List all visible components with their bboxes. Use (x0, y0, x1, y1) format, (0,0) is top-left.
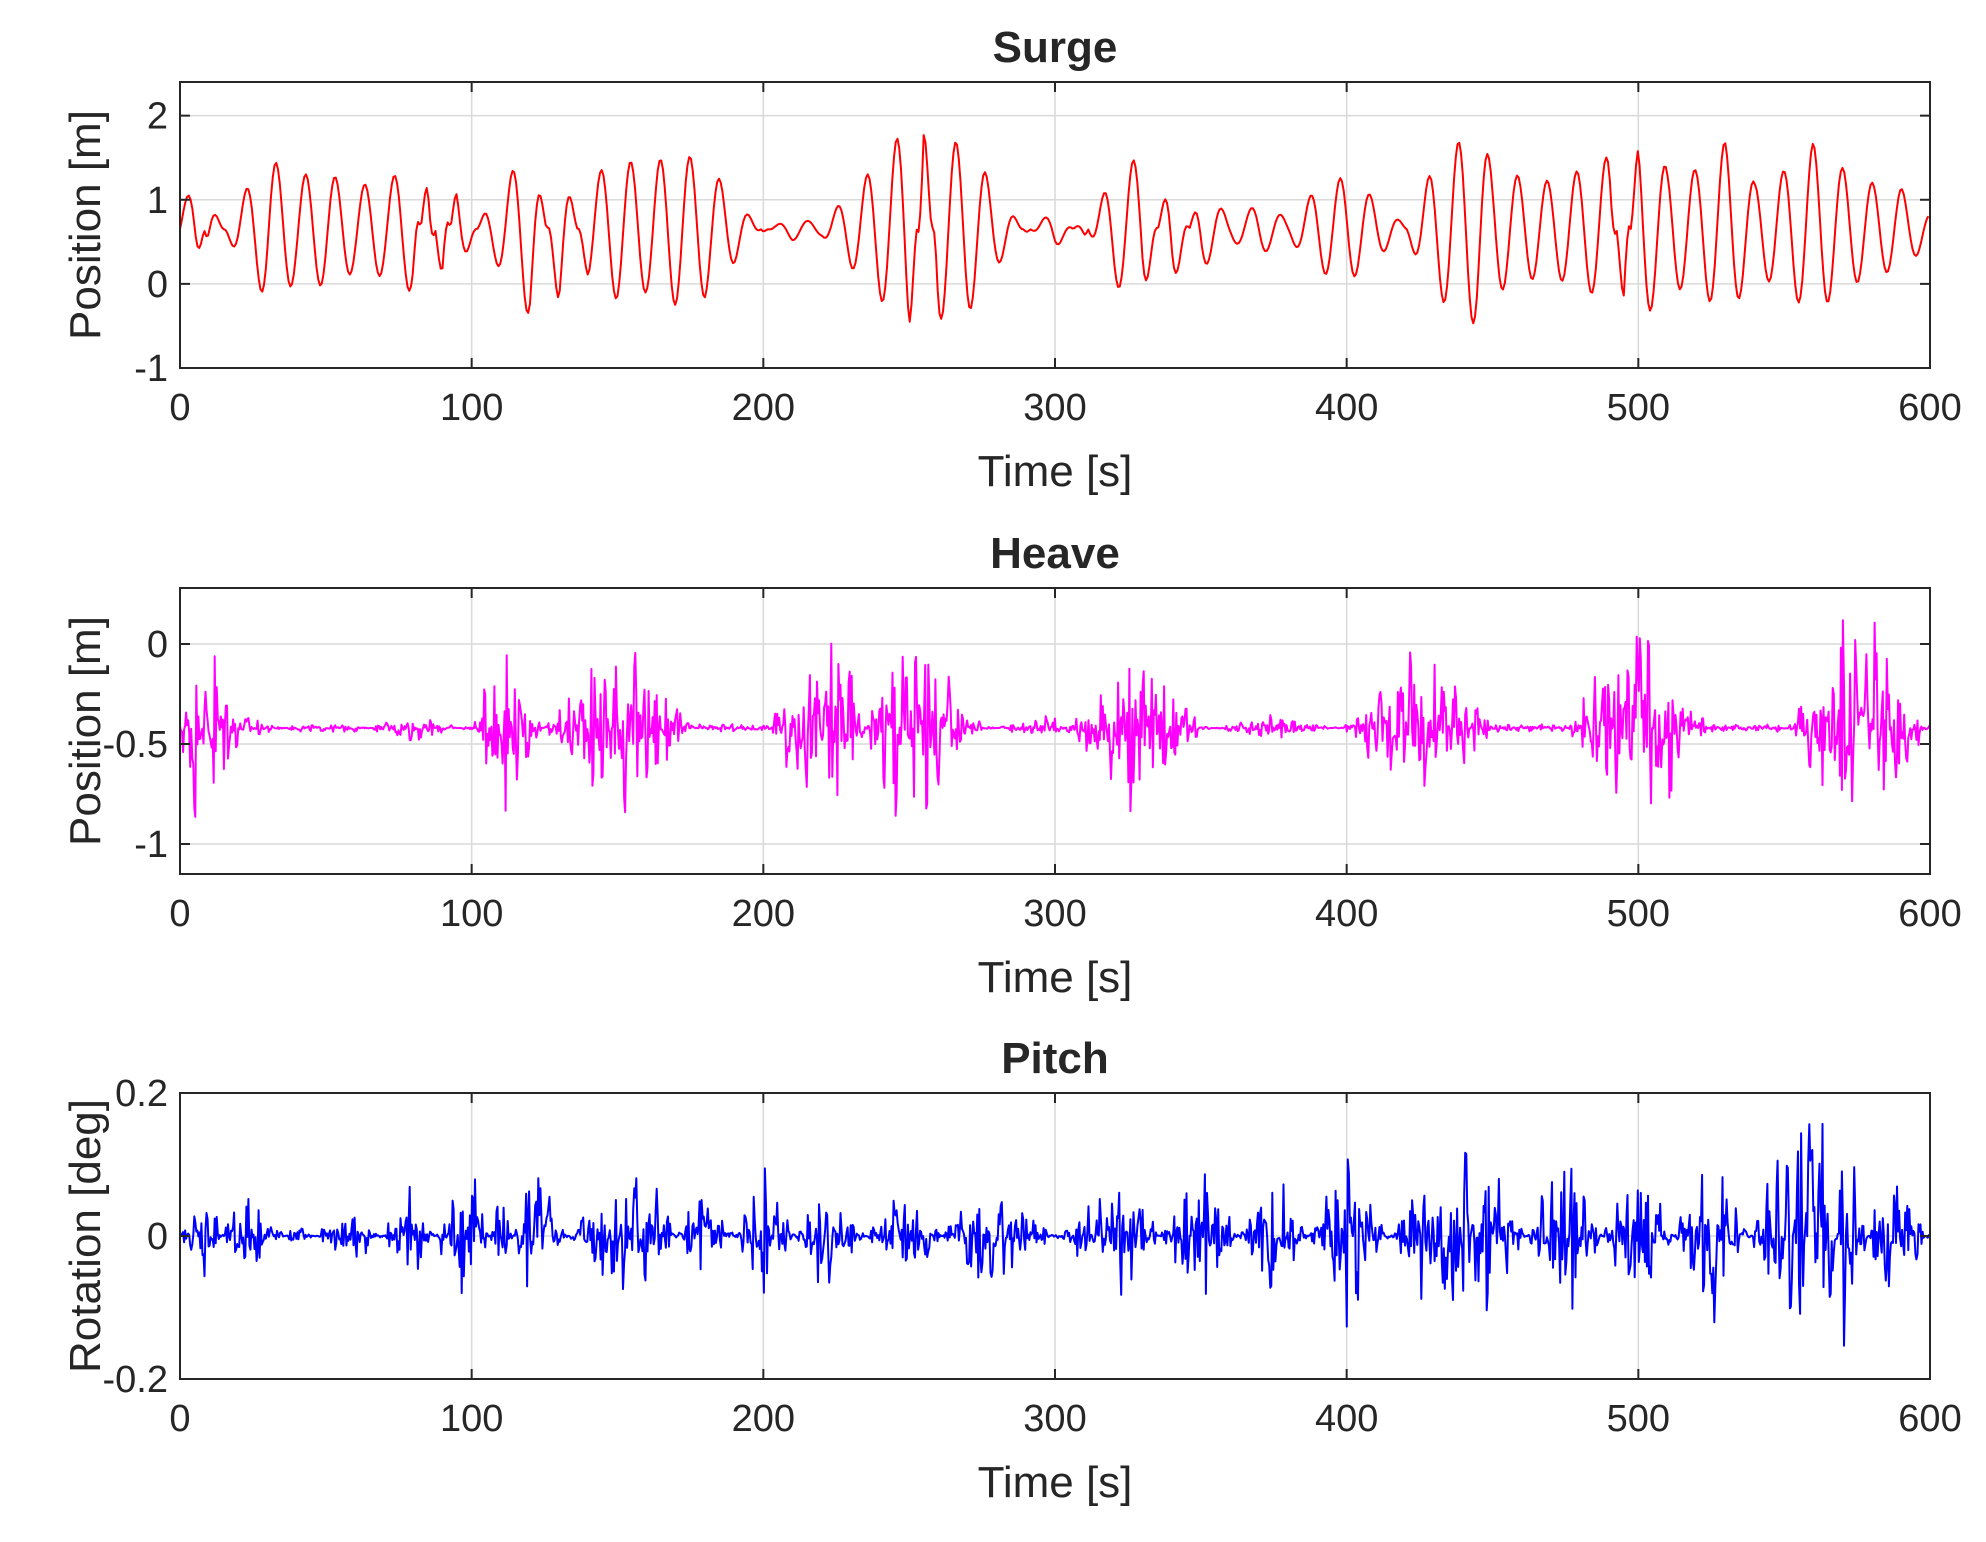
heave-xtick-label: 100 (440, 893, 503, 935)
heave-panel: 0 100 200 300 400 500 600 -1 -0.5 0 Heave Time [s] P… (61, 529, 1962, 1002)
surge-xtick-label: 0 (169, 387, 190, 429)
surge-xtick-label: 300 (1023, 387, 1086, 429)
surge-ytick-label: 0 (147, 264, 168, 306)
surge-series-line (179, 134, 1930, 325)
heave-ylabel: Position [m] (61, 616, 110, 846)
heave-xtick-label: 200 (732, 893, 795, 935)
heave-xtick-label: 300 (1023, 893, 1086, 935)
heave-ytick-label: 0 (147, 624, 168, 666)
pitch-ytick-label: -0.2 (103, 1359, 168, 1401)
surge-ytick-label: 1 (147, 180, 168, 222)
surge-xtick-label: 100 (440, 387, 503, 429)
surge-xtick-label: 600 (1898, 387, 1961, 429)
pitch-ytick-label: 0.2 (115, 1073, 168, 1115)
pitch-xtick-label: 500 (1607, 1398, 1670, 1440)
surge-ytick-label: 2 (147, 96, 168, 138)
surge-ylabel: Position [m] (61, 110, 110, 340)
heave-title: Heave (990, 529, 1120, 578)
pitch-ylabel: Rotation [deg] (61, 1099, 110, 1373)
pitch-xtick-label: 300 (1023, 1398, 1086, 1440)
pitch-xtick-label: 200 (732, 1398, 795, 1440)
surge-xlabel: Time [s] (978, 447, 1133, 496)
heave-ytick-label: -1 (134, 824, 168, 866)
surge-xtick-label: 200 (732, 387, 795, 429)
pitch-xtick-label: 0 (169, 1398, 190, 1440)
pitch-xtick-label: 100 (440, 1398, 503, 1440)
heave-ytick-label: -0.5 (103, 724, 168, 766)
pitch-xtick-label: 600 (1898, 1398, 1961, 1440)
heave-xtick-label: 400 (1315, 893, 1378, 935)
pitch-xtick-label: 400 (1315, 1398, 1378, 1440)
heave-xtick-label: 0 (169, 893, 190, 935)
surge-ytick-label: -1 (134, 348, 168, 390)
heave-series-line (179, 619, 1931, 818)
heave-xtick-label: 600 (1898, 893, 1961, 935)
pitch-series-line (179, 1122, 1931, 1347)
surge-xtick-label: 500 (1607, 387, 1670, 429)
surge-title: Surge (993, 23, 1118, 72)
pitch-xlabel: Time [s] (978, 1458, 1133, 1507)
pitch-ytick-label: 0 (147, 1216, 168, 1258)
surge-xtick-label: 400 (1315, 387, 1378, 429)
heave-xtick-label: 500 (1607, 893, 1670, 935)
heave-xlabel: Time [s] (978, 953, 1133, 1002)
pitch-title: Pitch (1001, 1034, 1109, 1083)
